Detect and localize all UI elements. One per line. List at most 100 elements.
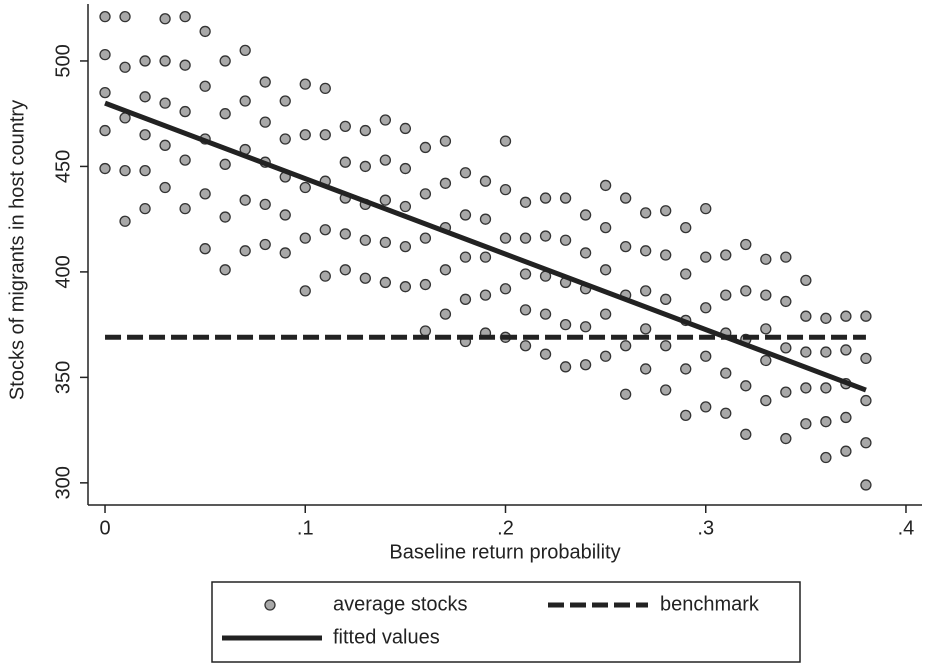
scatter-point xyxy=(479,213,492,225)
scatter-point xyxy=(840,411,852,424)
scatter-point xyxy=(840,445,852,457)
scatter-point xyxy=(99,162,111,175)
x-tick-label: .3 xyxy=(697,517,714,539)
scatter-point xyxy=(159,55,171,67)
scatter-point xyxy=(619,340,632,352)
scatter-point xyxy=(619,240,632,253)
scatter-point xyxy=(339,156,351,168)
scatter-point xyxy=(419,232,432,244)
scatter-point xyxy=(860,479,872,491)
scatter-point xyxy=(159,97,171,109)
scatter-point xyxy=(339,264,351,276)
scatter-point xyxy=(139,55,151,67)
scatter-point xyxy=(499,135,512,147)
scatter-point xyxy=(640,285,652,297)
scatter-point xyxy=(539,308,552,320)
scatter-point xyxy=(359,124,371,137)
scatter-point xyxy=(660,293,672,305)
scatter-point xyxy=(820,382,832,394)
scatter-point xyxy=(660,249,672,261)
scatter-point xyxy=(459,251,472,263)
scatter-point xyxy=(579,209,592,221)
scatter-point xyxy=(660,384,672,396)
scatter-point xyxy=(279,95,291,107)
y-tick-label: 500 xyxy=(52,44,74,77)
scatter-point xyxy=(720,289,732,301)
scatter-point xyxy=(820,346,832,358)
scatter-point xyxy=(740,238,752,251)
scatter-point xyxy=(860,394,872,407)
scatter-point xyxy=(800,310,812,322)
scatter-point xyxy=(179,154,191,166)
scatter-point xyxy=(680,363,692,375)
scatter-point xyxy=(519,196,532,208)
scatter-point xyxy=(579,359,592,371)
scatter-point xyxy=(259,76,271,88)
scatter-point xyxy=(559,361,572,373)
x-tick-label: .4 xyxy=(898,517,915,539)
scatter-point xyxy=(660,205,672,217)
scatter-point xyxy=(399,162,412,175)
scatter-point xyxy=(539,230,552,242)
legend-marker xyxy=(264,599,276,611)
scatter-point xyxy=(840,310,852,322)
scatter-point xyxy=(680,221,692,234)
x-axis-title: Baseline return probability xyxy=(389,541,620,563)
scatter-point xyxy=(419,278,432,291)
scatter-point xyxy=(219,264,231,276)
scatter-point xyxy=(279,133,291,145)
scatter-point xyxy=(319,82,331,95)
scatter-point xyxy=(399,281,412,293)
scatter-point xyxy=(680,268,692,280)
scatter-point xyxy=(700,202,712,215)
scatter-point xyxy=(99,86,111,99)
scatter-point xyxy=(459,293,472,305)
scatter-point xyxy=(519,268,532,280)
scatter-point xyxy=(319,270,331,282)
x-tick-label: 0 xyxy=(99,517,110,539)
scatter-point xyxy=(780,342,792,354)
scatter-point xyxy=(640,245,652,257)
scatter-point xyxy=(640,363,652,375)
scatter-point xyxy=(139,164,151,177)
scatter-point xyxy=(599,264,612,276)
scatter-point xyxy=(239,245,251,257)
scatter-point xyxy=(499,283,512,295)
scatter-point xyxy=(660,340,672,352)
scatter-point xyxy=(259,238,271,251)
scatter-point xyxy=(499,183,512,196)
scatter-point xyxy=(479,175,492,187)
scatter-point xyxy=(379,154,392,166)
scatter-point xyxy=(119,215,131,227)
scatter-point xyxy=(740,285,752,297)
y-tick-label: 350 xyxy=(52,361,74,394)
scatter-point xyxy=(399,122,412,135)
scatter-point xyxy=(199,25,211,38)
scatter-point xyxy=(519,340,532,352)
y-tick-label: 400 xyxy=(52,255,74,288)
scatter-point xyxy=(860,352,872,365)
scatter-point xyxy=(820,416,832,428)
scatter-point xyxy=(459,209,472,221)
scatter-point xyxy=(619,388,632,400)
scatter-point xyxy=(559,234,572,246)
scatter-point xyxy=(159,181,171,194)
scatter-point xyxy=(579,321,592,333)
scatter-point xyxy=(720,407,732,419)
scatter-point xyxy=(139,202,151,215)
scatter-point xyxy=(439,177,452,189)
scatter-point xyxy=(199,243,211,255)
scatter-point xyxy=(319,224,331,236)
scatter-point xyxy=(99,48,111,61)
scatter-point xyxy=(259,198,271,211)
scatter-point xyxy=(599,179,612,192)
scatter-point xyxy=(680,409,692,421)
scatter-point xyxy=(299,129,311,141)
scatter-point xyxy=(279,247,291,259)
scatter-point xyxy=(299,232,311,244)
scatter-point xyxy=(640,207,652,219)
scatter-point xyxy=(199,188,211,200)
scatter-point xyxy=(700,251,712,263)
scatter-point xyxy=(379,276,392,289)
